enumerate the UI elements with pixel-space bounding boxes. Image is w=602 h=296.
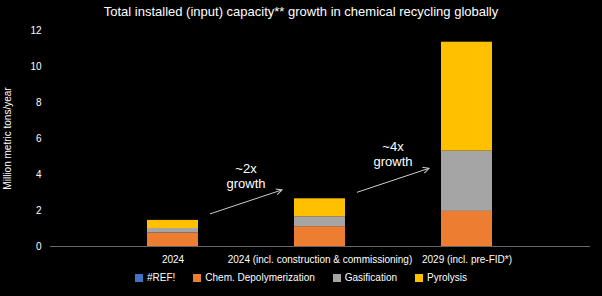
html-text:Total installed (input) capaci: Total installed (input) capacity** growt… [103,4,499,19]
html-text:#REF!: #REF! [146,272,176,283]
svg-text:10: 10 [30,61,42,72]
html-text:Chem. Depolymerization: Chem. Depolymerization [205,272,315,283]
svg-text:4: 4 [36,169,42,180]
svg-text:2024 (incl. construction & com: 2024 (incl. construction & commissioning… [228,254,413,265]
svg-text:2: 2 [36,205,42,216]
svg-text:2024: 2024 [162,254,185,265]
html-text:Gasification: Gasification [344,272,397,283]
html-text:Pyrolysis: Pyrolysis [427,272,467,283]
svg-text:~2xgrowth: ~2xgrowth [226,161,265,191]
svg-text:2029 (incl. pre-FID*): 2029 (incl. pre-FID*) [422,254,512,265]
svg-text:~4xgrowth: ~4xgrowth [373,139,412,169]
svg-text:12: 12 [30,25,42,36]
svg-text:8: 8 [36,97,42,108]
svg-text:Million metric tons/year: Million metric tons/year [2,87,13,190]
svg-text:6: 6 [36,133,42,144]
svg-text:0: 0 [36,241,42,252]
